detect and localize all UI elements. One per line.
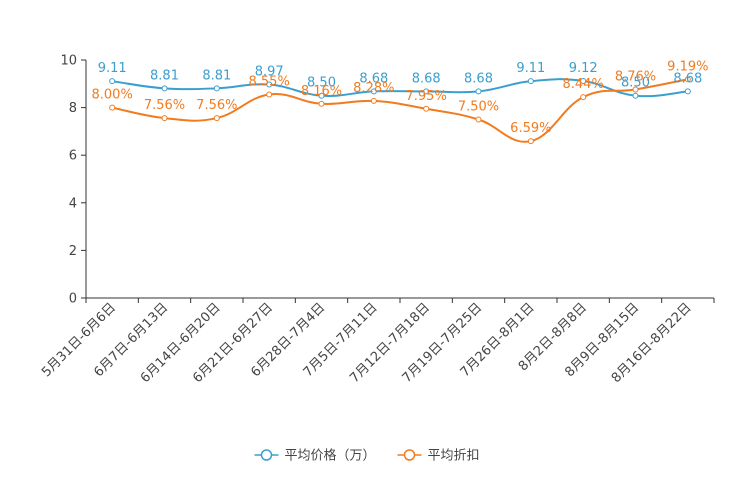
legend-label: 平均价格（万） [285, 448, 376, 464]
data-point-series-2[interactable] [580, 94, 587, 101]
y-tick-label: 2 [69, 244, 77, 259]
data-label-series-2: 8.16% [301, 84, 342, 99]
data-label-series-1: 8.50 [621, 76, 650, 91]
data-label-series-2: 8.00% [92, 88, 133, 103]
chart-axes [81, 59, 715, 303]
data-point-series-2[interactable] [684, 76, 691, 83]
data-point-series-2[interactable] [632, 86, 639, 93]
data-label-series-1: 9.11 [98, 61, 127, 76]
data-point-series-1[interactable] [475, 88, 482, 95]
x-axis-tick-labels: 5月31日-6月6日6月7日-6月13日6月14日-6月20日6月21日-6月2… [39, 300, 695, 386]
data-label-series-2: 7.56% [144, 98, 185, 113]
data-labels: 9.11 8.81 8.81 8.97 8.50 8.68 8.68 8.68 9.11 9.12… [92, 59, 709, 136]
data-point-series-2[interactable] [266, 91, 273, 98]
data-label-series-1: 8.68 [464, 71, 493, 86]
data-label-series-1: 8.68 [673, 71, 702, 86]
data-label-series-2: 7.50% [458, 100, 499, 115]
data-point-series-1[interactable] [161, 85, 168, 92]
data-point-series-2[interactable] [475, 116, 482, 123]
data-point-series-1[interactable] [423, 88, 430, 95]
data-point-series-2[interactable] [161, 115, 168, 122]
data-label-series-2: 7.56% [196, 98, 237, 113]
data-label-series-2: 8.44% [563, 77, 604, 92]
data-point-series-2[interactable] [213, 115, 220, 122]
legend[interactable]: 平均价格（万） 平均折扣 [254, 448, 480, 464]
data-point-series-1[interactable] [632, 92, 639, 99]
data-point-series-1[interactable] [684, 88, 691, 95]
legend-marker-icon [403, 449, 416, 461]
y-tick-label: 10 [60, 54, 77, 69]
y-tick-label: 8 [69, 101, 77, 116]
data-label-series-2: 7.95% [406, 89, 447, 104]
y-tick-label: 4 [69, 196, 77, 211]
data-point-series-2[interactable] [370, 97, 377, 104]
data-label-series-2: 9.19% [667, 59, 708, 74]
data-point-series-2[interactable] [527, 138, 534, 145]
data-point-series-2[interactable] [423, 105, 430, 112]
data-label-series-1: 8.97 [255, 65, 284, 80]
data-label-series-2: 8.76% [615, 70, 656, 85]
data-point-series-1[interactable] [527, 78, 534, 85]
data-point-series-1[interactable] [109, 78, 116, 85]
y-tick-label: 0 [69, 292, 77, 307]
data-point-series-2[interactable] [318, 100, 325, 107]
data-label-series-1: 8.68 [359, 71, 388, 86]
data-label-series-1: 9.12 [569, 61, 598, 76]
data-point-series-1[interactable] [370, 88, 377, 95]
data-label-series-2: 8.28% [353, 81, 394, 96]
y-axis-tick-labels: 0 2 4 6 8 10 [60, 54, 77, 307]
data-label-series-1: 9.11 [516, 61, 545, 76]
legend-marker-icon [260, 449, 273, 461]
data-label-series-2: 8.55% [249, 75, 290, 90]
series-line-1 [112, 78, 688, 98]
series-points [109, 76, 691, 145]
data-label-series-1: 8.50 [307, 76, 336, 91]
data-point-series-1[interactable] [213, 85, 220, 92]
y-tick-label: 6 [69, 149, 77, 164]
legend-item-1[interactable]: 平均价格（万） [254, 448, 376, 464]
data-point-series-1[interactable] [318, 92, 325, 99]
data-point-series-1[interactable] [580, 77, 587, 84]
data-label-series-2: 6.59% [510, 121, 551, 136]
legend-item-2[interactable]: 平均折扣 [397, 449, 480, 464]
data-point-series-1[interactable] [266, 81, 273, 88]
data-label-series-1: 8.81 [150, 68, 179, 83]
data-label-series-1: 8.68 [412, 71, 441, 86]
legend-label: 平均折扣 [428, 449, 480, 464]
data-label-series-1: 8.81 [202, 68, 231, 83]
data-point-series-2[interactable] [109, 104, 116, 111]
